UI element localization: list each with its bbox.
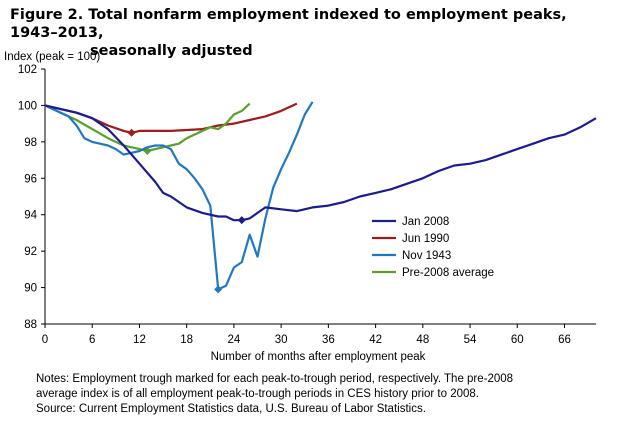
- x-tick-label: 12: [133, 334, 146, 346]
- notes: Notes: Employment trough marked for each…: [36, 372, 616, 417]
- series-line-jun-1990: [44, 102, 298, 134]
- trough-marker-jan-2008: [237, 216, 246, 225]
- legend-label-nov-1943: Nov 1943: [402, 250, 451, 262]
- trough-marker-jun-1990: [127, 128, 136, 137]
- y-tick-label: 102: [18, 64, 37, 76]
- trough-marker-nov-1943: [214, 285, 223, 294]
- y-tick-label: 100: [18, 100, 37, 112]
- legend-label-pre-2008-average: Pre-2008 average: [402, 267, 494, 279]
- notes-line2: average index is of all employment peak-…: [36, 388, 479, 400]
- chart-title: Figure 2. Total nonfarm employment index…: [10, 6, 614, 60]
- legend-label-jun-1990: Jun 1990: [402, 233, 449, 245]
- y-tick-label: 88: [24, 319, 37, 331]
- x-tick-label: 18: [180, 334, 193, 346]
- legend: Jan 2008 Jun 1990 Nov 1943 Pre-2008 average: [372, 216, 494, 279]
- series-line-jan-2008: [44, 104, 597, 222]
- y-axis-label: Index (peak = 100): [4, 51, 100, 63]
- legend-label-jan-2008: Jan 2008: [402, 216, 449, 228]
- x-axis-label: Number of months after employment peak: [211, 351, 426, 363]
- x-tick-label: 54: [464, 334, 477, 346]
- x-tick-label: 42: [369, 334, 382, 346]
- axes: 88 90 92 94 96 98 100 102 0 6 12 18 24 30 36 42 48 54 60 66: [18, 64, 596, 346]
- x-tick-label: 60: [511, 334, 524, 346]
- source-note: Source: Current Employment Statistics da…: [36, 403, 426, 415]
- notes-line1: Notes: Employment trough marked for each…: [36, 373, 514, 385]
- series-line-pre-2008-average: [44, 102, 251, 153]
- x-tick-label: 30: [275, 334, 288, 346]
- x-tick-label: 48: [416, 334, 429, 346]
- x-tick-label: 66: [558, 334, 571, 346]
- series-group: [44, 101, 597, 294]
- chart-title-line2: seasonally adjusted: [90, 43, 253, 59]
- x-tick-label: 36: [322, 334, 335, 346]
- y-tick-label: 90: [24, 283, 37, 295]
- x-tick-label: 0: [42, 334, 48, 346]
- x-tick-label: 6: [89, 334, 95, 346]
- y-tick-label: 96: [24, 173, 37, 185]
- y-tick-label: 98: [24, 137, 37, 149]
- chart-title-line1: Figure 2. Total nonfarm employment index…: [10, 7, 567, 41]
- x-tick-label: 24: [228, 334, 241, 346]
- y-tick-label: 92: [24, 246, 37, 258]
- y-tick-label: 94: [24, 210, 37, 222]
